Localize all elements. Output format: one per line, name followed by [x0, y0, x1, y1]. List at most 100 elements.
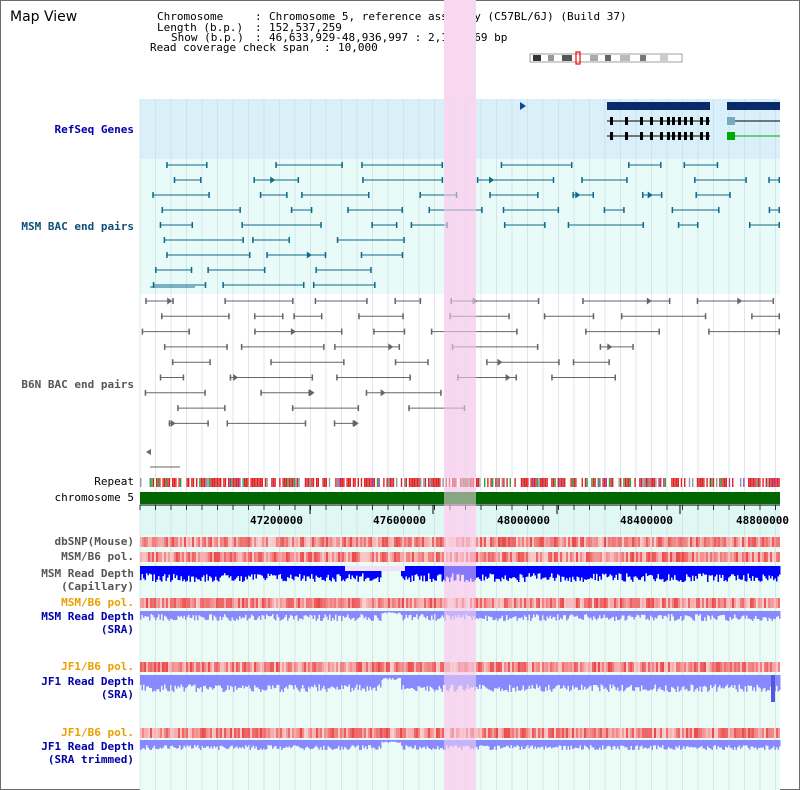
- read-depth-bar: [399, 740, 401, 743]
- repeat-feature: [268, 478, 270, 487]
- polymorphism-cell: [580, 537, 582, 547]
- polymorphism-cell: [530, 728, 532, 738]
- read-depth-bar: [705, 611, 707, 621]
- polymorphism-cell: [584, 598, 586, 608]
- bac-end: [696, 222, 699, 228]
- bac-end: [537, 192, 539, 198]
- read-depth-bar: [297, 611, 299, 621]
- repeat-feature: [172, 478, 174, 487]
- bac-end: [304, 420, 307, 427]
- read-depth-bar: [350, 611, 352, 620]
- ideogram-band: [533, 55, 541, 61]
- read-depth-bar: [333, 566, 335, 580]
- repeat-feature: [295, 478, 297, 487]
- polymorphism-cell: [506, 537, 508, 547]
- polymorphism-cell: [376, 552, 378, 562]
- polymorphism-cell: [556, 662, 558, 672]
- bac-end: [696, 298, 699, 304]
- repeat-feature: [608, 478, 611, 487]
- read-depth-bar: [228, 675, 230, 690]
- bac-end: [308, 389, 310, 396]
- read-depth-bar: [761, 675, 763, 692]
- read-depth-bar: [213, 740, 215, 747]
- polymorphism-cell: [284, 537, 286, 547]
- repeat-feature: [392, 478, 395, 487]
- polymorphism-cell: [178, 552, 180, 562]
- read-depth-bar: [491, 740, 493, 750]
- read-depth-bar: [243, 740, 245, 749]
- read-depth-bar: [228, 611, 230, 621]
- read-depth-bar: [579, 675, 581, 690]
- read-depth-bar: [653, 740, 655, 746]
- read-depth-bar: [687, 566, 689, 577]
- read-depth-bar: [186, 740, 188, 746]
- read-depth-bar: [432, 740, 434, 749]
- read-depth-bar: [707, 566, 709, 582]
- read-depth-bar: [740, 740, 742, 749]
- polymorphism-cell: [492, 728, 494, 738]
- read-depth-bar: [440, 611, 442, 618]
- read-depth-bar: [626, 740, 628, 748]
- bac-end: [282, 313, 284, 320]
- info-coverage-sep: :: [324, 41, 331, 54]
- polymorphism-cell: [142, 662, 144, 672]
- read-depth-bar: [204, 611, 206, 620]
- polymorphism-cell: [562, 728, 564, 738]
- track-label-msm-depth-sra-2: (SRA): [100, 623, 134, 636]
- polymorphism-cell: [392, 662, 394, 672]
- read-depth-bar: [320, 566, 322, 577]
- polymorphism-cell: [726, 598, 728, 608]
- polymorphism-cell: [616, 728, 618, 738]
- polymorphism-cell: [498, 552, 500, 562]
- repeat-feature: [176, 478, 179, 487]
- read-depth-bar: [606, 740, 608, 747]
- polymorphism-cell: [664, 662, 666, 672]
- read-depth-bar: [243, 611, 245, 619]
- read-depth-bar: [674, 675, 676, 690]
- bac-end: [172, 298, 174, 304]
- polymorphism-cell: [714, 537, 716, 547]
- read-depth-bar: [204, 675, 206, 686]
- polymorphism-cell: [708, 552, 710, 562]
- read-depth-bar: [684, 740, 686, 749]
- read-depth-bar: [575, 675, 577, 688]
- polymorphism-cell: [770, 728, 772, 738]
- polymorphism-cell: [554, 728, 556, 738]
- repeat-feature: [568, 478, 571, 487]
- read-depth-bar: [593, 740, 595, 748]
- polymorphism-cell: [758, 598, 760, 608]
- read-depth-bar: [378, 675, 380, 685]
- bac-end: [314, 298, 317, 304]
- read-depth-bar: [200, 675, 202, 688]
- read-depth-bar: [297, 740, 299, 747]
- read-depth-bar: [437, 611, 439, 620]
- polymorphism-cell: [306, 552, 308, 562]
- read-depth-bar: [351, 675, 353, 689]
- read-depth-bar: [755, 566, 757, 578]
- repeat-feature: [300, 478, 302, 487]
- read-depth-bar: [374, 566, 376, 579]
- polymorphism-cell: [396, 537, 398, 547]
- polymorphism-cell: [524, 662, 526, 672]
- repeat-feature: [530, 478, 532, 487]
- repeat-feature: [304, 478, 307, 487]
- polymorphism-cell: [320, 552, 322, 562]
- repeat-feature: [439, 478, 441, 487]
- read-depth-bar: [396, 611, 398, 614]
- read-depth-bar: [563, 675, 565, 686]
- polymorphism-cell: [140, 662, 142, 672]
- read-depth-bar: [656, 611, 658, 619]
- read-depth-bar: [402, 566, 404, 579]
- repeat-feature: [704, 478, 707, 487]
- read-depth-bar: [320, 675, 322, 691]
- polymorphism-cell: [512, 537, 514, 547]
- polymorphism-cell: [748, 598, 750, 608]
- polymorphism-cell: [402, 662, 404, 672]
- read-depth-bar: [642, 740, 644, 749]
- polymorphism-cell: [772, 728, 774, 738]
- read-depth-bar: [164, 675, 166, 685]
- read-depth-bar: [321, 566, 323, 580]
- read-depth-bar: [695, 675, 697, 690]
- read-depth-bar: [587, 675, 589, 689]
